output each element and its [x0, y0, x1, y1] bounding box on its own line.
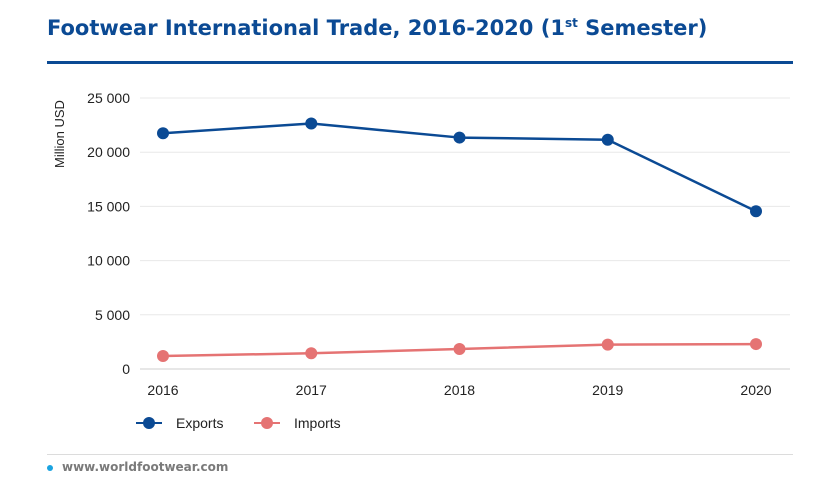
y-tick-label: 5 000	[95, 307, 130, 323]
title-divider	[47, 61, 793, 64]
footer-divider	[47, 454, 793, 455]
line-chart: 0 5 000 10 000 15 000 20 000 25 000 Million US…	[52, 90, 790, 431]
exports-point	[750, 205, 762, 218]
y-tick-label: 20 000	[87, 144, 130, 160]
x-tick-label: 2016	[147, 382, 178, 398]
exports-legend-label: Exports	[176, 415, 223, 431]
y-tick-label: 15 000	[87, 198, 130, 214]
footer-bullet-icon	[47, 465, 53, 471]
source-url: www.worldfootwear.com	[62, 460, 229, 474]
y-axis-label: Million USD	[52, 100, 67, 168]
imports-point	[305, 347, 318, 360]
title-end: Semester)	[577, 16, 708, 40]
x-tick-label: 2019	[592, 382, 623, 398]
title-main: Footwear International Trade, 2016-2020 …	[47, 16, 565, 40]
chart-title: Footwear International Trade, 2016-2020 …	[47, 16, 707, 40]
exports-point	[453, 131, 466, 144]
imports-point	[601, 338, 614, 351]
x-tick-label: 2018	[444, 382, 475, 398]
exports-point	[157, 127, 169, 140]
imports-point	[453, 342, 466, 355]
x-tick-label: 2017	[296, 382, 327, 398]
imports-legend-label: Imports	[294, 415, 341, 431]
y-tick-label: 0	[122, 361, 130, 377]
imports-legend-marker	[261, 417, 273, 429]
y-tick-label: 25 000	[87, 90, 130, 106]
exports-point	[601, 133, 614, 146]
x-tick-label: 2020	[740, 382, 771, 398]
imports-point	[750, 338, 762, 351]
title-superscript: st	[564, 16, 578, 30]
y-tick-label: 10 000	[87, 253, 130, 269]
exports-legend-marker	[143, 417, 155, 429]
imports-point	[157, 349, 169, 362]
exports-point	[305, 117, 318, 130]
